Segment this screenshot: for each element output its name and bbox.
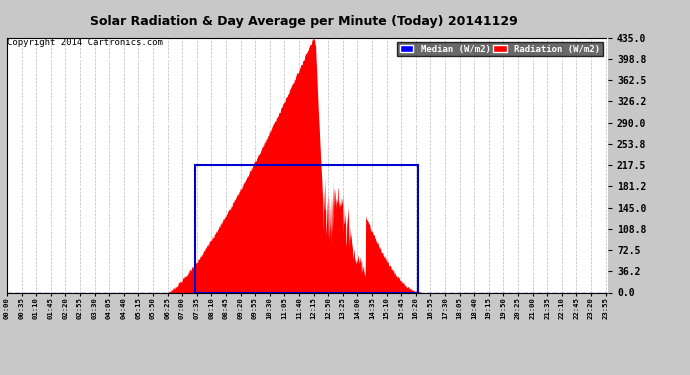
Text: Solar Radiation & Day Average per Minute (Today) 20141129: Solar Radiation & Day Average per Minute…	[90, 15, 518, 28]
Legend: Median (W/m2), Radiation (W/m2): Median (W/m2), Radiation (W/m2)	[397, 42, 602, 56]
Text: Copyright 2014 Cartronics.com: Copyright 2014 Cartronics.com	[7, 38, 163, 47]
Bar	[195, 165, 418, 292]
